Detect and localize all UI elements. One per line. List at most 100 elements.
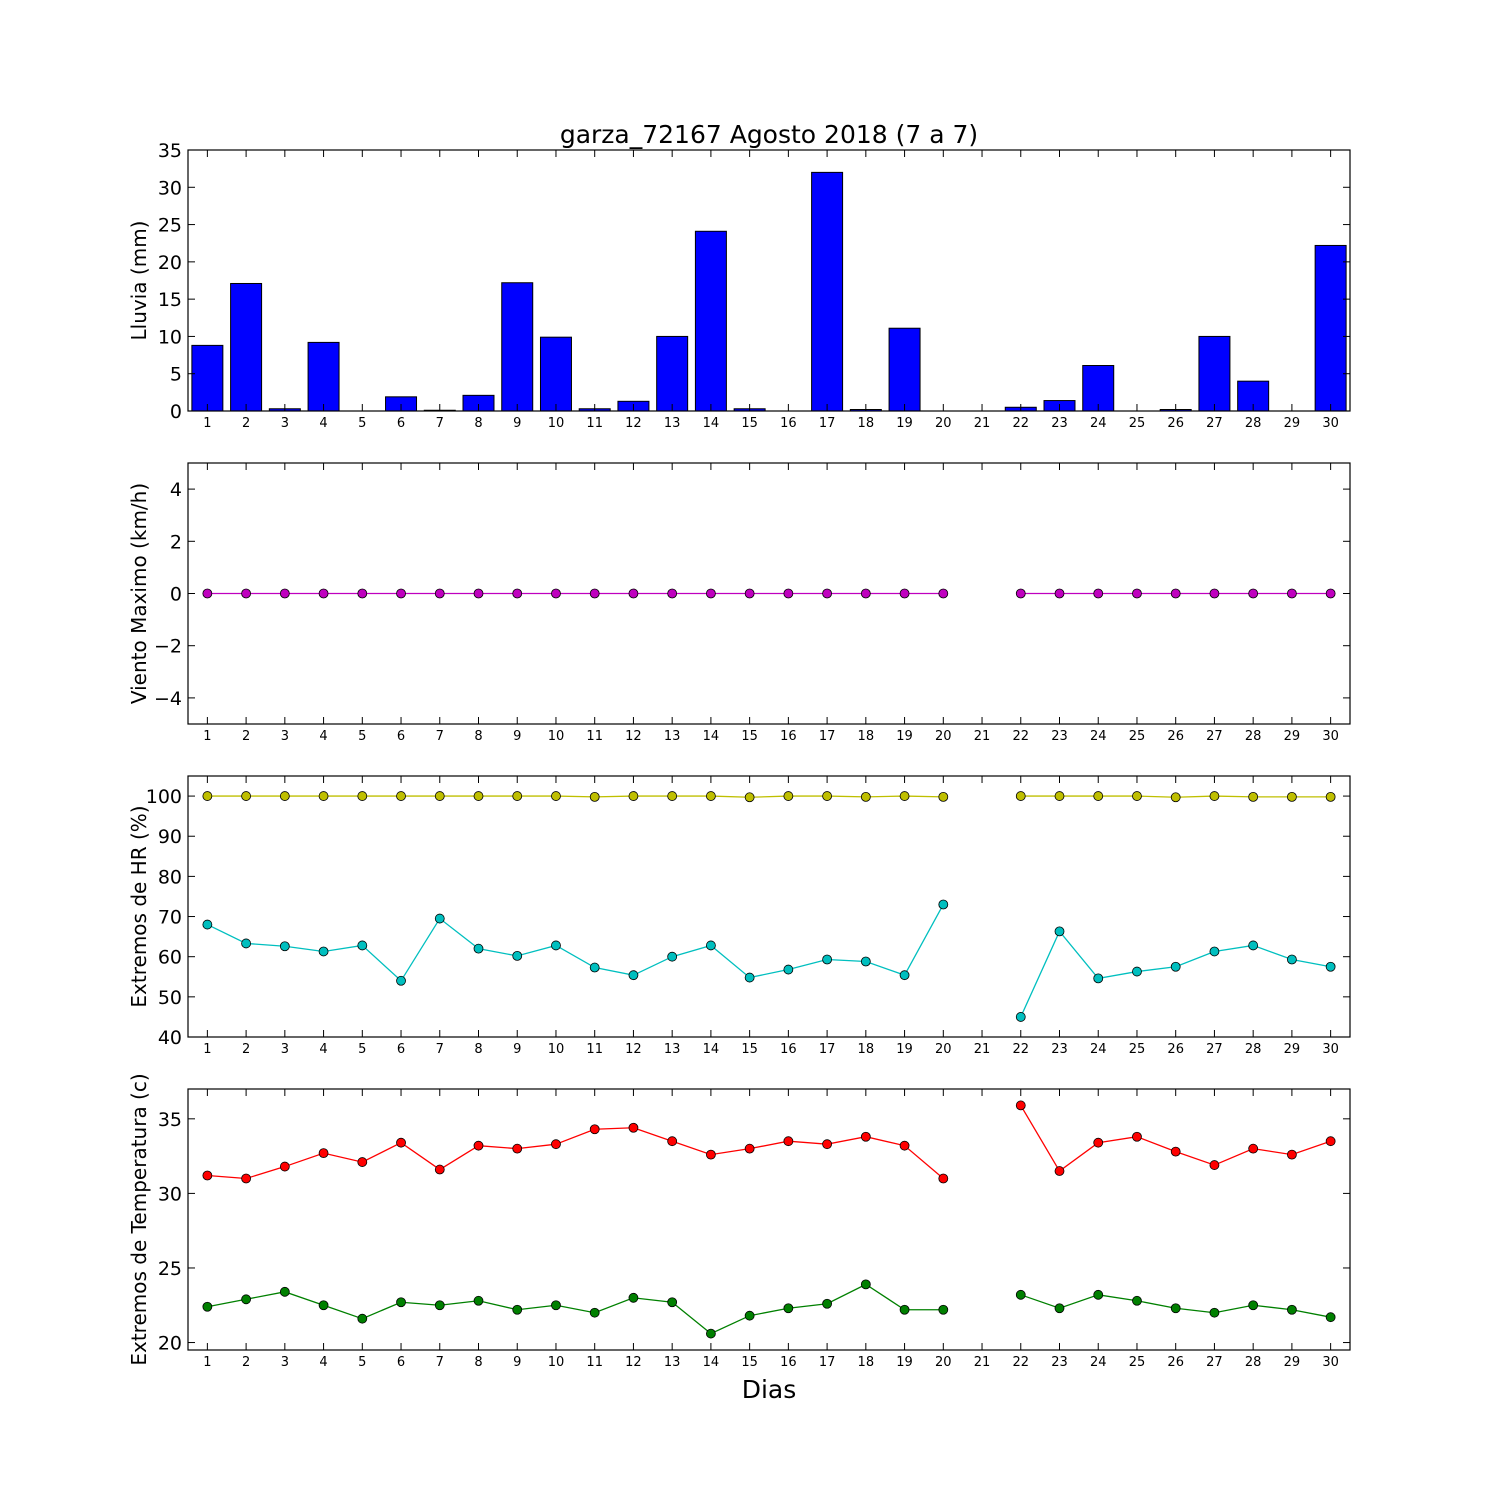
series-1-point-day-22 bbox=[1015, 588, 1026, 599]
x-tick-label: 20 bbox=[935, 1355, 952, 1370]
y-tick-label: 10 bbox=[158, 326, 182, 348]
x-tick-label: 2 bbox=[242, 729, 250, 744]
x-tick-label: 5 bbox=[358, 729, 366, 744]
rain-bar-day-30 bbox=[1314, 244, 1347, 412]
series-1-point-day-4 bbox=[318, 1148, 329, 1159]
x-tick-label: 26 bbox=[1167, 416, 1184, 431]
y-tick-label: 25 bbox=[158, 215, 182, 237]
x-tick-label: 13 bbox=[664, 729, 681, 744]
series-2-point-day-25 bbox=[1132, 1295, 1142, 1306]
series-2-point-day-17 bbox=[822, 1298, 832, 1309]
y-tick-label: 25 bbox=[158, 1258, 182, 1280]
y-tick-label: 0 bbox=[170, 584, 182, 606]
x-tick-label: 6 bbox=[397, 1355, 405, 1370]
x-tick-label: 4 bbox=[319, 1355, 327, 1370]
x-tick-label: 14 bbox=[703, 729, 720, 744]
rain-bar-day-2 bbox=[230, 282, 263, 412]
series-2-point-day-16 bbox=[783, 1303, 794, 1314]
series-1-point-day-13 bbox=[667, 1136, 678, 1147]
series-1-point-day-27 bbox=[1209, 791, 1220, 801]
rain-bar-day-9 bbox=[501, 282, 534, 412]
series-2-point-day-19 bbox=[899, 1304, 910, 1315]
x-tick-label: 29 bbox=[1284, 416, 1301, 431]
series-1-point-day-11 bbox=[589, 588, 600, 599]
series-1-point-day-20 bbox=[938, 1173, 949, 1184]
x-tick-label: 17 bbox=[819, 416, 836, 431]
x-tick-label: 19 bbox=[896, 1355, 913, 1370]
series-1-point-day-30 bbox=[1325, 588, 1336, 599]
x-tick-label: 4 bbox=[319, 416, 327, 431]
x-tick-label: 12 bbox=[625, 416, 642, 431]
rain-bar-day-1 bbox=[191, 344, 224, 412]
x-tick-label: 7 bbox=[436, 1355, 444, 1370]
series-2-line-segment-1 bbox=[207, 1283, 944, 1335]
series-1-point-day-26 bbox=[1170, 588, 1181, 599]
series-1-point-day-15 bbox=[744, 588, 755, 599]
series-1-point-day-10 bbox=[551, 1139, 561, 1150]
series-1-point-day-17 bbox=[822, 588, 832, 599]
series-1-point-day-9 bbox=[512, 1143, 523, 1154]
x-tick-label: 21 bbox=[974, 1355, 991, 1370]
series-1-point-day-22 bbox=[1015, 791, 1026, 801]
x-tick-label: 11 bbox=[586, 1355, 603, 1370]
series-2-point-day-29 bbox=[1287, 954, 1297, 965]
x-tick-label: 18 bbox=[858, 729, 875, 744]
x-tick-label: 21 bbox=[974, 729, 991, 744]
series-1-point-day-14 bbox=[706, 588, 716, 599]
x-tick-label: 23 bbox=[1051, 729, 1068, 744]
figure-title: garza_72167 Agosto 2018 (7 a 7) bbox=[560, 120, 978, 149]
x-tick-label: 5 bbox=[358, 1042, 366, 1057]
series-1-point-day-8 bbox=[473, 791, 484, 801]
x-tick-label: 16 bbox=[780, 1355, 797, 1370]
series-1-point-day-12 bbox=[628, 1122, 639, 1133]
x-tick-label: 3 bbox=[281, 729, 289, 744]
x-tick-label: 17 bbox=[819, 729, 836, 744]
y-axis-label: Extremos de HR (%) bbox=[127, 805, 151, 1007]
series-2-point-day-10 bbox=[551, 1300, 561, 1311]
x-tick-label: 22 bbox=[1012, 416, 1029, 431]
series-1-point-day-8 bbox=[473, 588, 484, 599]
x-tick-label: 15 bbox=[741, 416, 758, 431]
x-tick-label: 12 bbox=[625, 1355, 642, 1370]
series-2-point-day-28 bbox=[1248, 1300, 1259, 1311]
x-tick-label: 27 bbox=[1206, 1355, 1223, 1370]
series-1-point-day-14 bbox=[706, 791, 716, 801]
series-2-point-day-14 bbox=[706, 940, 716, 951]
x-tick-label: 1 bbox=[203, 1355, 211, 1370]
series-1-point-day-14 bbox=[706, 1149, 716, 1160]
x-tick-label: 2 bbox=[242, 1042, 250, 1057]
series-2-line-segment-1 bbox=[207, 904, 944, 982]
series-1-point-day-23 bbox=[1054, 588, 1065, 599]
series-1-point-day-28 bbox=[1248, 1143, 1259, 1154]
series-2-point-day-26 bbox=[1170, 961, 1181, 972]
series-1-point-day-7 bbox=[434, 791, 445, 801]
rain-bar-day-19 bbox=[888, 327, 921, 412]
series-1-point-day-7 bbox=[434, 588, 445, 599]
series-1-line-segment-1 bbox=[207, 795, 944, 798]
x-tick-label: 9 bbox=[513, 729, 521, 744]
series-1-point-day-16 bbox=[783, 588, 794, 599]
series-2-point-day-1 bbox=[202, 1301, 213, 1312]
x-tick-label: 13 bbox=[664, 1042, 681, 1057]
x-tick-label: 21 bbox=[974, 1042, 991, 1057]
series-1-point-day-29 bbox=[1287, 588, 1297, 599]
series-1-point-day-5 bbox=[357, 791, 368, 801]
series-1-point-day-29 bbox=[1287, 791, 1297, 802]
x-tick-label: 28 bbox=[1245, 1042, 1262, 1057]
x-tick-label: 7 bbox=[436, 416, 444, 431]
x-tick-label: 9 bbox=[513, 1355, 521, 1370]
series-2-point-day-30 bbox=[1325, 961, 1336, 972]
series-2-point-day-11 bbox=[589, 962, 600, 973]
y-tick-label: 70 bbox=[158, 907, 182, 929]
x-tick-label: 1 bbox=[203, 416, 211, 431]
series-2-point-day-12 bbox=[628, 1292, 639, 1303]
x-tick-label: 19 bbox=[896, 1042, 913, 1057]
series-1-point-day-5 bbox=[357, 1157, 368, 1167]
y-tick-label: 40 bbox=[158, 1027, 182, 1049]
series-2-point-day-4 bbox=[318, 1300, 329, 1311]
rain-bar-day-10 bbox=[539, 336, 572, 412]
x-tick-label: 5 bbox=[358, 416, 366, 431]
series-2-point-day-15 bbox=[744, 972, 755, 983]
x-tick-label: 11 bbox=[586, 416, 603, 431]
